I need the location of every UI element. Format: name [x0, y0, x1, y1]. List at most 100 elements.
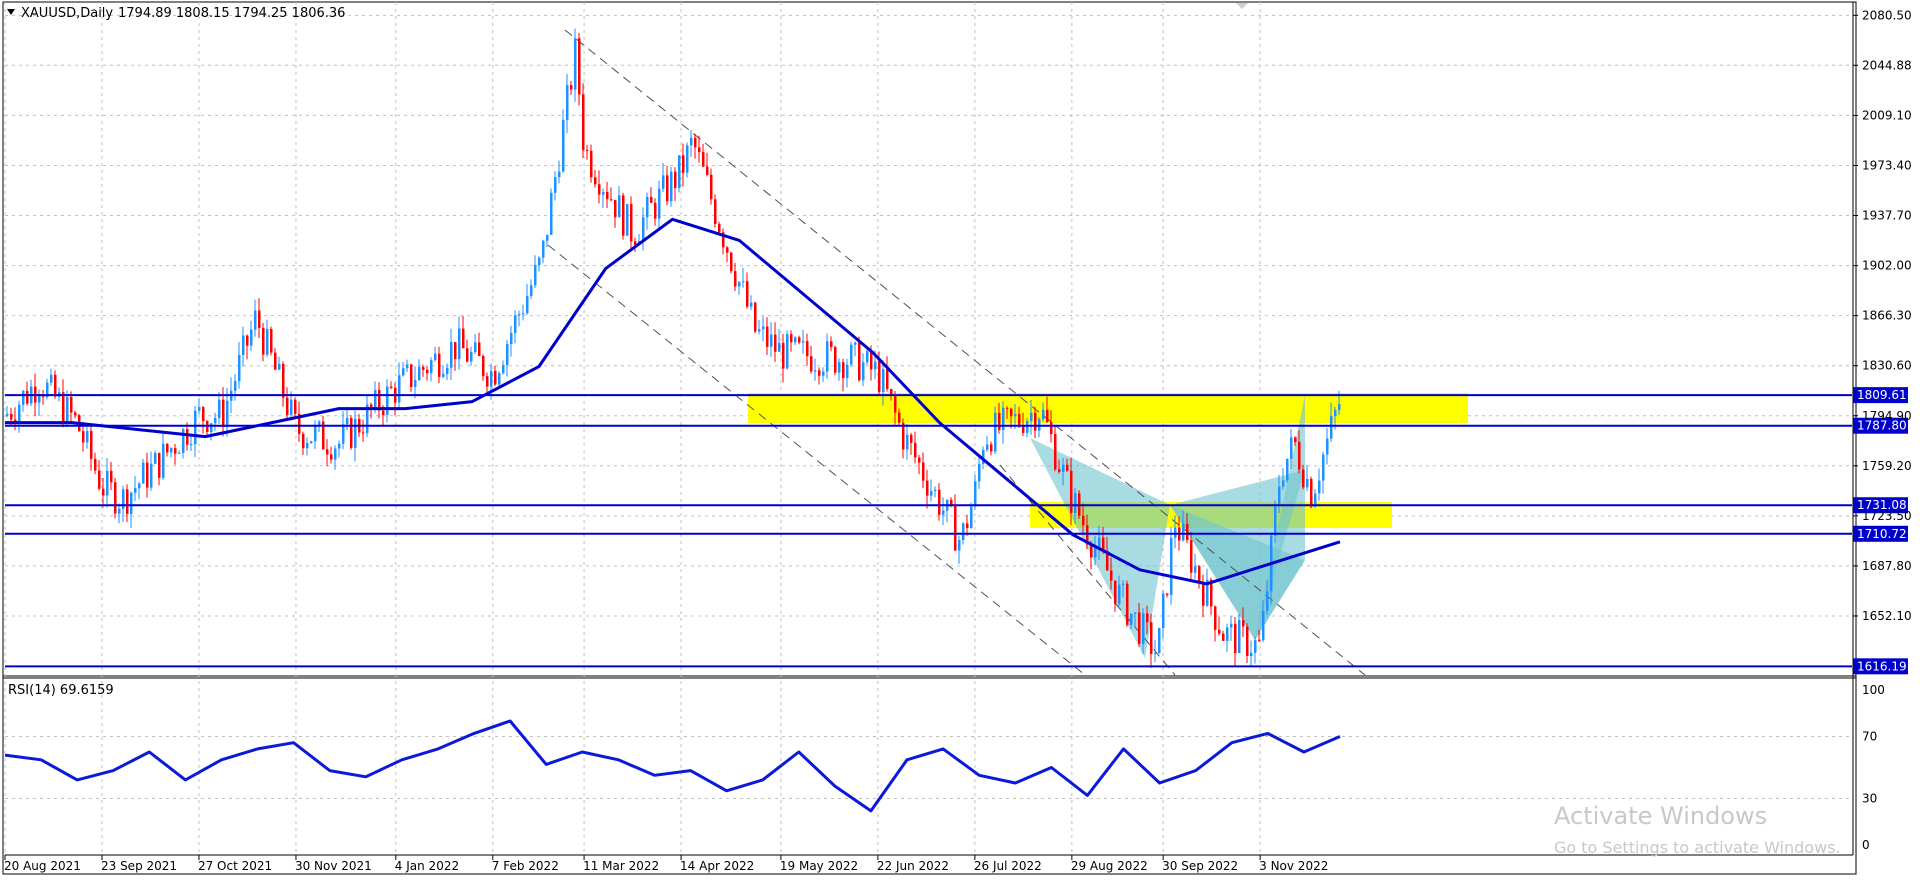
candle-body	[530, 285, 533, 296]
candle-body	[1050, 421, 1053, 435]
candle-body	[158, 452, 161, 478]
candle-body	[774, 334, 777, 352]
candle-body	[534, 264, 537, 286]
price-tick-label: 1830.60	[1862, 359, 1912, 373]
candle-body	[1182, 523, 1185, 541]
scroll-marker-icon[interactable]	[1236, 3, 1248, 9]
candle-body	[1154, 653, 1157, 655]
candle-body	[1054, 434, 1057, 470]
time-tick-label: 7 Feb 2022	[492, 859, 559, 873]
candle-body	[302, 433, 305, 449]
candle-body	[754, 302, 757, 332]
candle-body	[1218, 629, 1221, 634]
candle-body	[854, 342, 857, 345]
candle-body	[38, 395, 41, 403]
level-tag	[1853, 497, 1908, 514]
candle-body	[862, 362, 865, 381]
candle-body	[1246, 626, 1249, 656]
candle-body	[794, 337, 797, 343]
price-tick-label: 1652.10	[1862, 609, 1912, 623]
candle-body	[718, 223, 721, 233]
time-tick-label: 19 May 2022	[780, 859, 858, 873]
candle-body	[782, 342, 785, 369]
chart-menu-icon[interactable]	[7, 9, 15, 15]
candle-body	[906, 434, 909, 450]
candle-body	[1122, 583, 1125, 585]
candle-body	[126, 489, 129, 514]
level-tag-label: 1809.61	[1857, 388, 1907, 402]
candle-body	[330, 454, 333, 460]
chart-frame	[2, 1, 1857, 875]
candle-body	[1330, 416, 1333, 439]
candle-body	[702, 152, 705, 167]
level-tag	[1853, 387, 1908, 404]
candle-body	[742, 281, 745, 283]
candle-body	[438, 353, 441, 377]
candle-body	[678, 155, 681, 188]
candle-body	[882, 369, 885, 393]
price-tick-label: 1937.70	[1862, 209, 1912, 223]
candle-body	[986, 444, 989, 450]
candle-body	[830, 341, 833, 348]
candle-body	[570, 85, 573, 90]
candle-body	[1126, 583, 1129, 625]
candle-body	[478, 342, 481, 356]
candle-body	[122, 489, 125, 509]
time-tick-label: 27 Oct 2021	[198, 859, 272, 873]
price-tick-label: 1794.90	[1862, 409, 1912, 423]
candle-body	[538, 257, 541, 265]
time-tick-label: 11 Mar 2022	[583, 859, 659, 873]
activation-watermark-subtitle: Go to Settings to activate Windows.	[1554, 838, 1841, 857]
candle-body	[930, 491, 933, 496]
candle-body	[1306, 478, 1309, 488]
candle-body	[858, 342, 861, 381]
candle-body	[402, 368, 405, 376]
candle-body	[518, 314, 521, 316]
candle-body	[350, 418, 353, 448]
candle-body	[578, 38, 581, 95]
candles	[6, 28, 1341, 668]
candle-body	[354, 418, 357, 448]
candle-body	[254, 310, 257, 330]
candle-body	[762, 326, 765, 330]
candle-body	[334, 448, 337, 460]
candle-body	[1186, 523, 1189, 541]
candle-body	[694, 137, 697, 148]
candle-body	[446, 367, 449, 374]
candle-body	[726, 247, 729, 253]
candle-body	[510, 332, 513, 345]
candle-body	[434, 353, 437, 361]
candle-body	[990, 444, 993, 452]
candle-body	[722, 232, 725, 248]
candle-body	[1314, 493, 1317, 507]
candle-body	[798, 337, 801, 343]
candle-body	[914, 442, 917, 458]
candle-body	[738, 282, 741, 287]
price-tick-label: 2044.88	[1862, 58, 1912, 72]
candle-body	[1262, 611, 1265, 641]
candle-body	[70, 396, 73, 413]
candle-body	[182, 429, 185, 453]
candle-body	[1322, 454, 1325, 481]
candle-body	[1070, 470, 1073, 513]
candle-body	[1114, 580, 1117, 604]
candle-body	[1010, 408, 1013, 417]
candle-body	[286, 397, 289, 415]
candle-body	[1026, 421, 1029, 433]
candle-body	[562, 120, 565, 172]
candle-body	[386, 386, 389, 415]
time-tick-label: 29 Aug 2022	[1071, 859, 1148, 873]
candle-body	[962, 523, 965, 541]
candle-body	[1238, 620, 1241, 653]
candle-body	[50, 374, 53, 383]
candle-body	[62, 392, 65, 425]
candle-body	[202, 407, 205, 422]
candle-body	[154, 452, 157, 464]
candle-body	[1118, 584, 1121, 604]
candle-body	[790, 334, 793, 343]
candle-body	[746, 281, 749, 307]
candle-body	[894, 395, 897, 413]
candle-body	[770, 334, 773, 347]
candle-body	[750, 302, 753, 307]
rsi-line	[4, 719, 1341, 813]
